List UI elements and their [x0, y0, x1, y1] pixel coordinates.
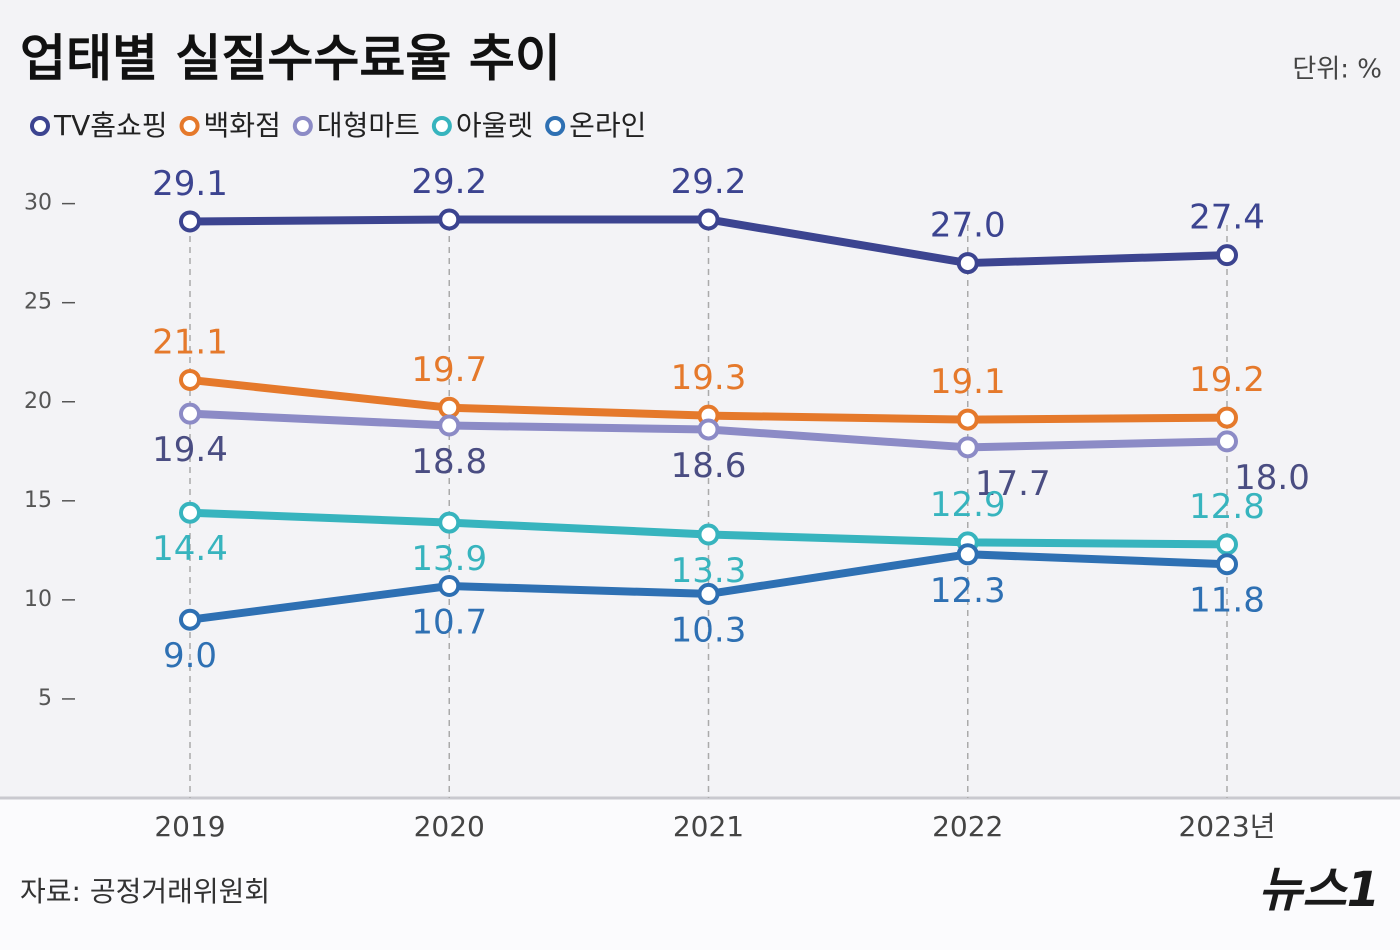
x-tick-label: 2020 — [414, 810, 485, 843]
data-point — [956, 436, 979, 459]
data-point — [179, 608, 201, 631]
legend-label: 온라인 — [569, 109, 646, 142]
data-label: 11.8 — [1189, 581, 1265, 621]
data-point — [1216, 553, 1238, 576]
data-label: 19.2 — [1189, 360, 1265, 400]
legend-label: 백화점 — [204, 109, 281, 142]
data-label: 18.0 — [1234, 458, 1310, 498]
x-tick-label: 2021 — [673, 810, 744, 843]
x-tick-label: 2019 — [154, 810, 225, 843]
legend-marker — [292, 116, 313, 136]
data-label: 13.9 — [411, 539, 487, 579]
data-point — [697, 418, 720, 441]
unit-label: 단위: % — [1292, 55, 1382, 85]
data-label: 10.7 — [411, 603, 487, 643]
data-label: 9.0 — [163, 636, 217, 676]
chart-title: 업태별 실질수수료율 추이 — [20, 30, 561, 88]
data-label: 29.2 — [671, 162, 747, 202]
data-label: 29.2 — [411, 162, 487, 202]
source: 자료: 공정거래위원회 — [20, 875, 270, 908]
data-point — [1216, 533, 1238, 556]
data-point — [1216, 406, 1238, 429]
data-point — [438, 396, 461, 419]
legend-marker — [30, 116, 50, 136]
data-point — [179, 402, 201, 425]
data-point — [956, 408, 979, 431]
data-point — [438, 575, 461, 598]
data-label: 19.7 — [411, 350, 487, 390]
data-label: 19.1 — [930, 362, 1006, 402]
data-label: 27.0 — [930, 206, 1006, 246]
y-tick-label: 25 — [24, 290, 52, 315]
legend-marker — [431, 116, 452, 136]
data-point — [697, 523, 720, 546]
data-point — [956, 252, 979, 275]
data-label: 12.9 — [930, 485, 1006, 525]
data-point — [697, 582, 720, 605]
x-tick-label: 2022 — [932, 810, 1003, 843]
data-label: 21.1 — [152, 322, 228, 362]
x-tick-label: 2023년 — [1178, 810, 1275, 843]
data-label: 27.4 — [1189, 198, 1265, 238]
data-label: 19.3 — [671, 358, 747, 398]
legend-marker — [545, 116, 566, 136]
y-tick-label: 20 — [24, 389, 52, 414]
data-label: 18.8 — [411, 442, 487, 482]
data-label: 12.3 — [930, 571, 1006, 611]
data-label: 12.8 — [1189, 487, 1265, 527]
y-tick-label: 15 — [24, 488, 52, 513]
logo: 뉴스1 — [1258, 862, 1380, 918]
y-tick-label: 30 — [24, 191, 52, 216]
data-label: 10.3 — [671, 610, 747, 650]
data-label: 19.4 — [152, 430, 228, 470]
data-point — [956, 543, 979, 566]
data-point — [438, 511, 461, 534]
data-point — [179, 210, 201, 233]
data-label: 29.1 — [152, 164, 228, 204]
data-point — [697, 208, 720, 231]
legend-label: TV홈쇼핑 — [53, 109, 168, 142]
legend-label: 아울렛 — [456, 109, 533, 142]
data-label: 18.6 — [671, 446, 747, 486]
data-point — [1216, 244, 1238, 267]
data-point — [438, 208, 461, 231]
y-tick-label: 5 — [38, 686, 52, 711]
data-point — [438, 414, 461, 437]
data-point — [1216, 430, 1238, 453]
legend-marker — [179, 116, 200, 136]
data-point — [179, 368, 201, 391]
data-point — [179, 501, 201, 524]
data-label: 14.4 — [152, 529, 228, 569]
data-label: 17.7 — [975, 464, 1051, 504]
y-tick-label: 10 — [24, 587, 52, 612]
footer-band — [0, 798, 1400, 950]
legend-label: 대형마트 — [317, 109, 420, 142]
